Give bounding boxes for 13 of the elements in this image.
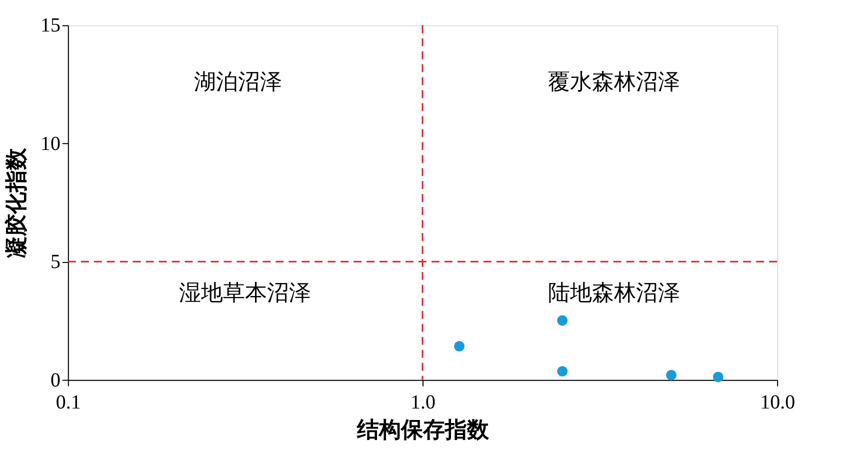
y-tick-label: 5 [50, 251, 60, 274]
x-tick-label: 0.1 [56, 391, 81, 414]
y-axis-title: 凝胶化指数 [3, 147, 28, 258]
y-tick-label: 0 [50, 369, 60, 392]
x-axis-title: 结构保存指数 [356, 417, 490, 442]
y-tick-label: 10 [40, 132, 60, 155]
x-tick-label: 1.0 [410, 391, 436, 414]
annotation: 湖泊沼泽 [194, 68, 282, 94]
annotation: 陆地森林沼泽 [548, 280, 680, 305]
annotation: 覆水森林沼泽 [548, 68, 680, 94]
annotation: 湿地草本沼泽 [179, 280, 312, 305]
x-tick-label: 10.0 [760, 391, 796, 414]
y-tick-label: 15 [40, 14, 60, 37]
